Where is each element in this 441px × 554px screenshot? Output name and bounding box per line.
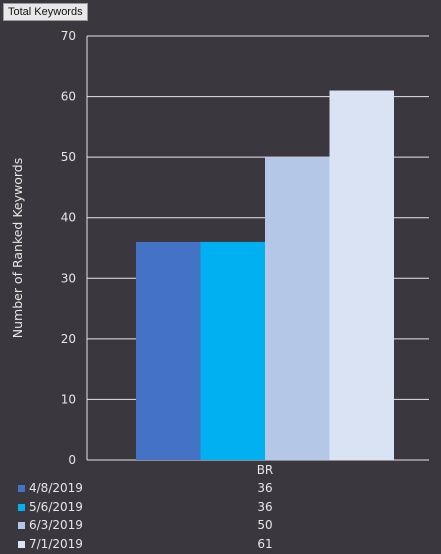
y-tick-label: 30 [61,271,76,285]
legend-series-name: 7/1/2019 [29,536,83,551]
legend-swatch [18,540,25,548]
legend-row: 4/8/2019 36 [18,480,418,499]
y-axis-title: Number of Ranked Keywords [10,158,25,339]
bar-6-3-2019 [265,157,330,460]
y-tick-label: 60 [61,90,76,104]
axis-labels: 0 10 20 30 40 50 60 70 BR Number of Ranked Keywor… [10,29,273,477]
legend-row: 7/1/2019 61 [18,536,418,554]
legend-value: 50 [257,518,273,533]
legend-value: 36 [257,499,273,514]
legend-series-name: 6/3/2019 [29,518,83,533]
bar-7-1-2019 [329,90,394,460]
bar-5-6-2019 [200,241,265,460]
legend-row: 6/3/2019 50 [18,517,418,536]
bar-4-8-2019 [136,241,201,460]
y-tick-label: 40 [61,211,76,225]
bars [136,90,394,460]
bar-chart: 0 10 20 30 40 50 60 70 BR Number of Ranked Keywor… [10,29,429,477]
y-tick-label: 20 [61,332,76,346]
chart-title: Total Keywords [3,3,88,21]
legend-value: 36 [257,481,273,495]
y-tick-label: 10 [61,392,76,406]
legend-swatch [18,503,25,511]
legend-swatch [18,485,25,492]
y-tick-label: 50 [61,150,76,164]
legend-table: 4/8/2019 36 5/6/2019 36 6/3/2019 50 7/1/2019 61 [18,480,418,554]
legend-row: 5/6/2019 36 [18,499,418,518]
y-tick-label: 0 [68,453,76,467]
legend-series-name: 4/8/2019 [29,481,83,495]
x-category-label: BR [257,463,274,477]
legend-swatch [18,522,25,530]
y-tick-label: 70 [61,29,76,43]
legend-value: 61 [257,536,273,551]
legend-series-name: 5/6/2019 [29,499,83,514]
